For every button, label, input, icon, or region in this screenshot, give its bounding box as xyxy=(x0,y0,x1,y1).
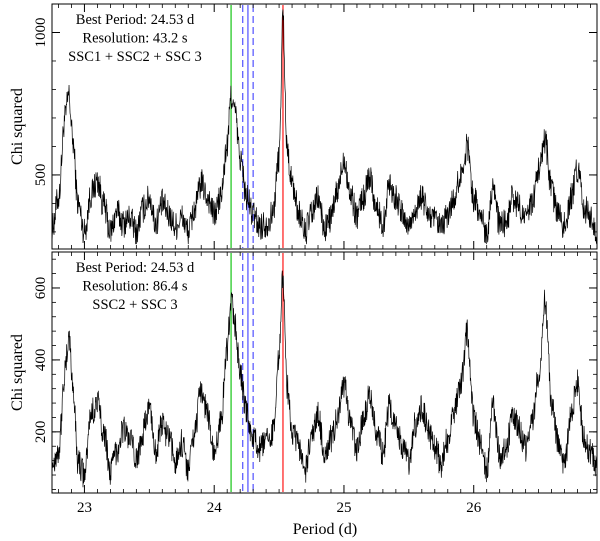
y-tick-label: 400 xyxy=(33,349,49,372)
x-tick-label: 23 xyxy=(77,500,92,516)
annotation-1: Resolution: 86.4 s xyxy=(82,279,187,295)
y-tick-label: 1000 xyxy=(33,17,49,47)
top-panel: 500 1000 Chi squared Best Period: 24.53 d Re… xyxy=(9,3,598,250)
annotation-1: Resolution: 43.2 s xyxy=(82,31,187,47)
x-axis-label: Period (d) xyxy=(293,521,357,538)
series-line-0 xyxy=(51,270,598,488)
x-tick-label: 24 xyxy=(207,500,223,516)
plot-frame xyxy=(51,251,598,494)
y-tick-label: 500 xyxy=(33,164,49,187)
annotation-2: SSC2 + SSC 3 xyxy=(92,297,177,313)
y-tick-label: 200 xyxy=(33,421,49,444)
x-tick-label: 25 xyxy=(336,500,351,516)
annotation-0: Best Period: 24.53 d xyxy=(76,260,195,276)
y-axis-label: Chi squared xyxy=(9,88,26,165)
annotation-0: Best Period: 24.53 d xyxy=(76,12,195,28)
series-line-0 xyxy=(51,9,598,245)
y-tick-label: 600 xyxy=(33,277,49,300)
bottom-panel: 200 400 600 23 24 25 26 Chi squared Best Period:… xyxy=(9,251,598,516)
x-tick-label: 26 xyxy=(466,500,482,516)
y-axis-label: Chi squared xyxy=(9,334,26,411)
plot-frame xyxy=(51,3,598,250)
annotation-2: SSC1 + SSC2 + SSC 3 xyxy=(68,49,202,65)
